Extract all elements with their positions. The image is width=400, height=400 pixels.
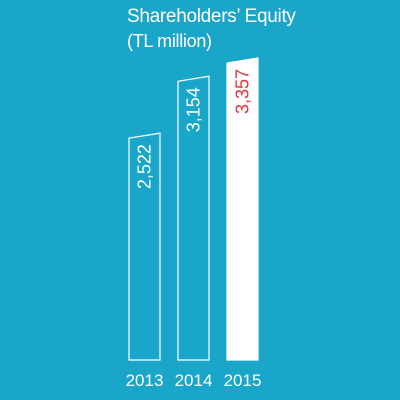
- x-tick-label-2015: 2015: [224, 371, 262, 390]
- bar-value-label-2013: 2,522: [135, 144, 155, 189]
- chart-subtitle: (TL million): [127, 31, 212, 51]
- chart-title: Shareholders’ Equity: [127, 6, 296, 27]
- bar-value-label-2015: 3,357: [233, 69, 253, 114]
- bar-value-label-2014: 3,154: [184, 87, 204, 132]
- bar-2015: [226, 57, 259, 361]
- bar-2014: [177, 75, 210, 361]
- x-tick-label-2014: 2014: [175, 371, 213, 390]
- x-tick-label-2013: 2013: [126, 371, 164, 390]
- bar-2013: [128, 132, 161, 361]
